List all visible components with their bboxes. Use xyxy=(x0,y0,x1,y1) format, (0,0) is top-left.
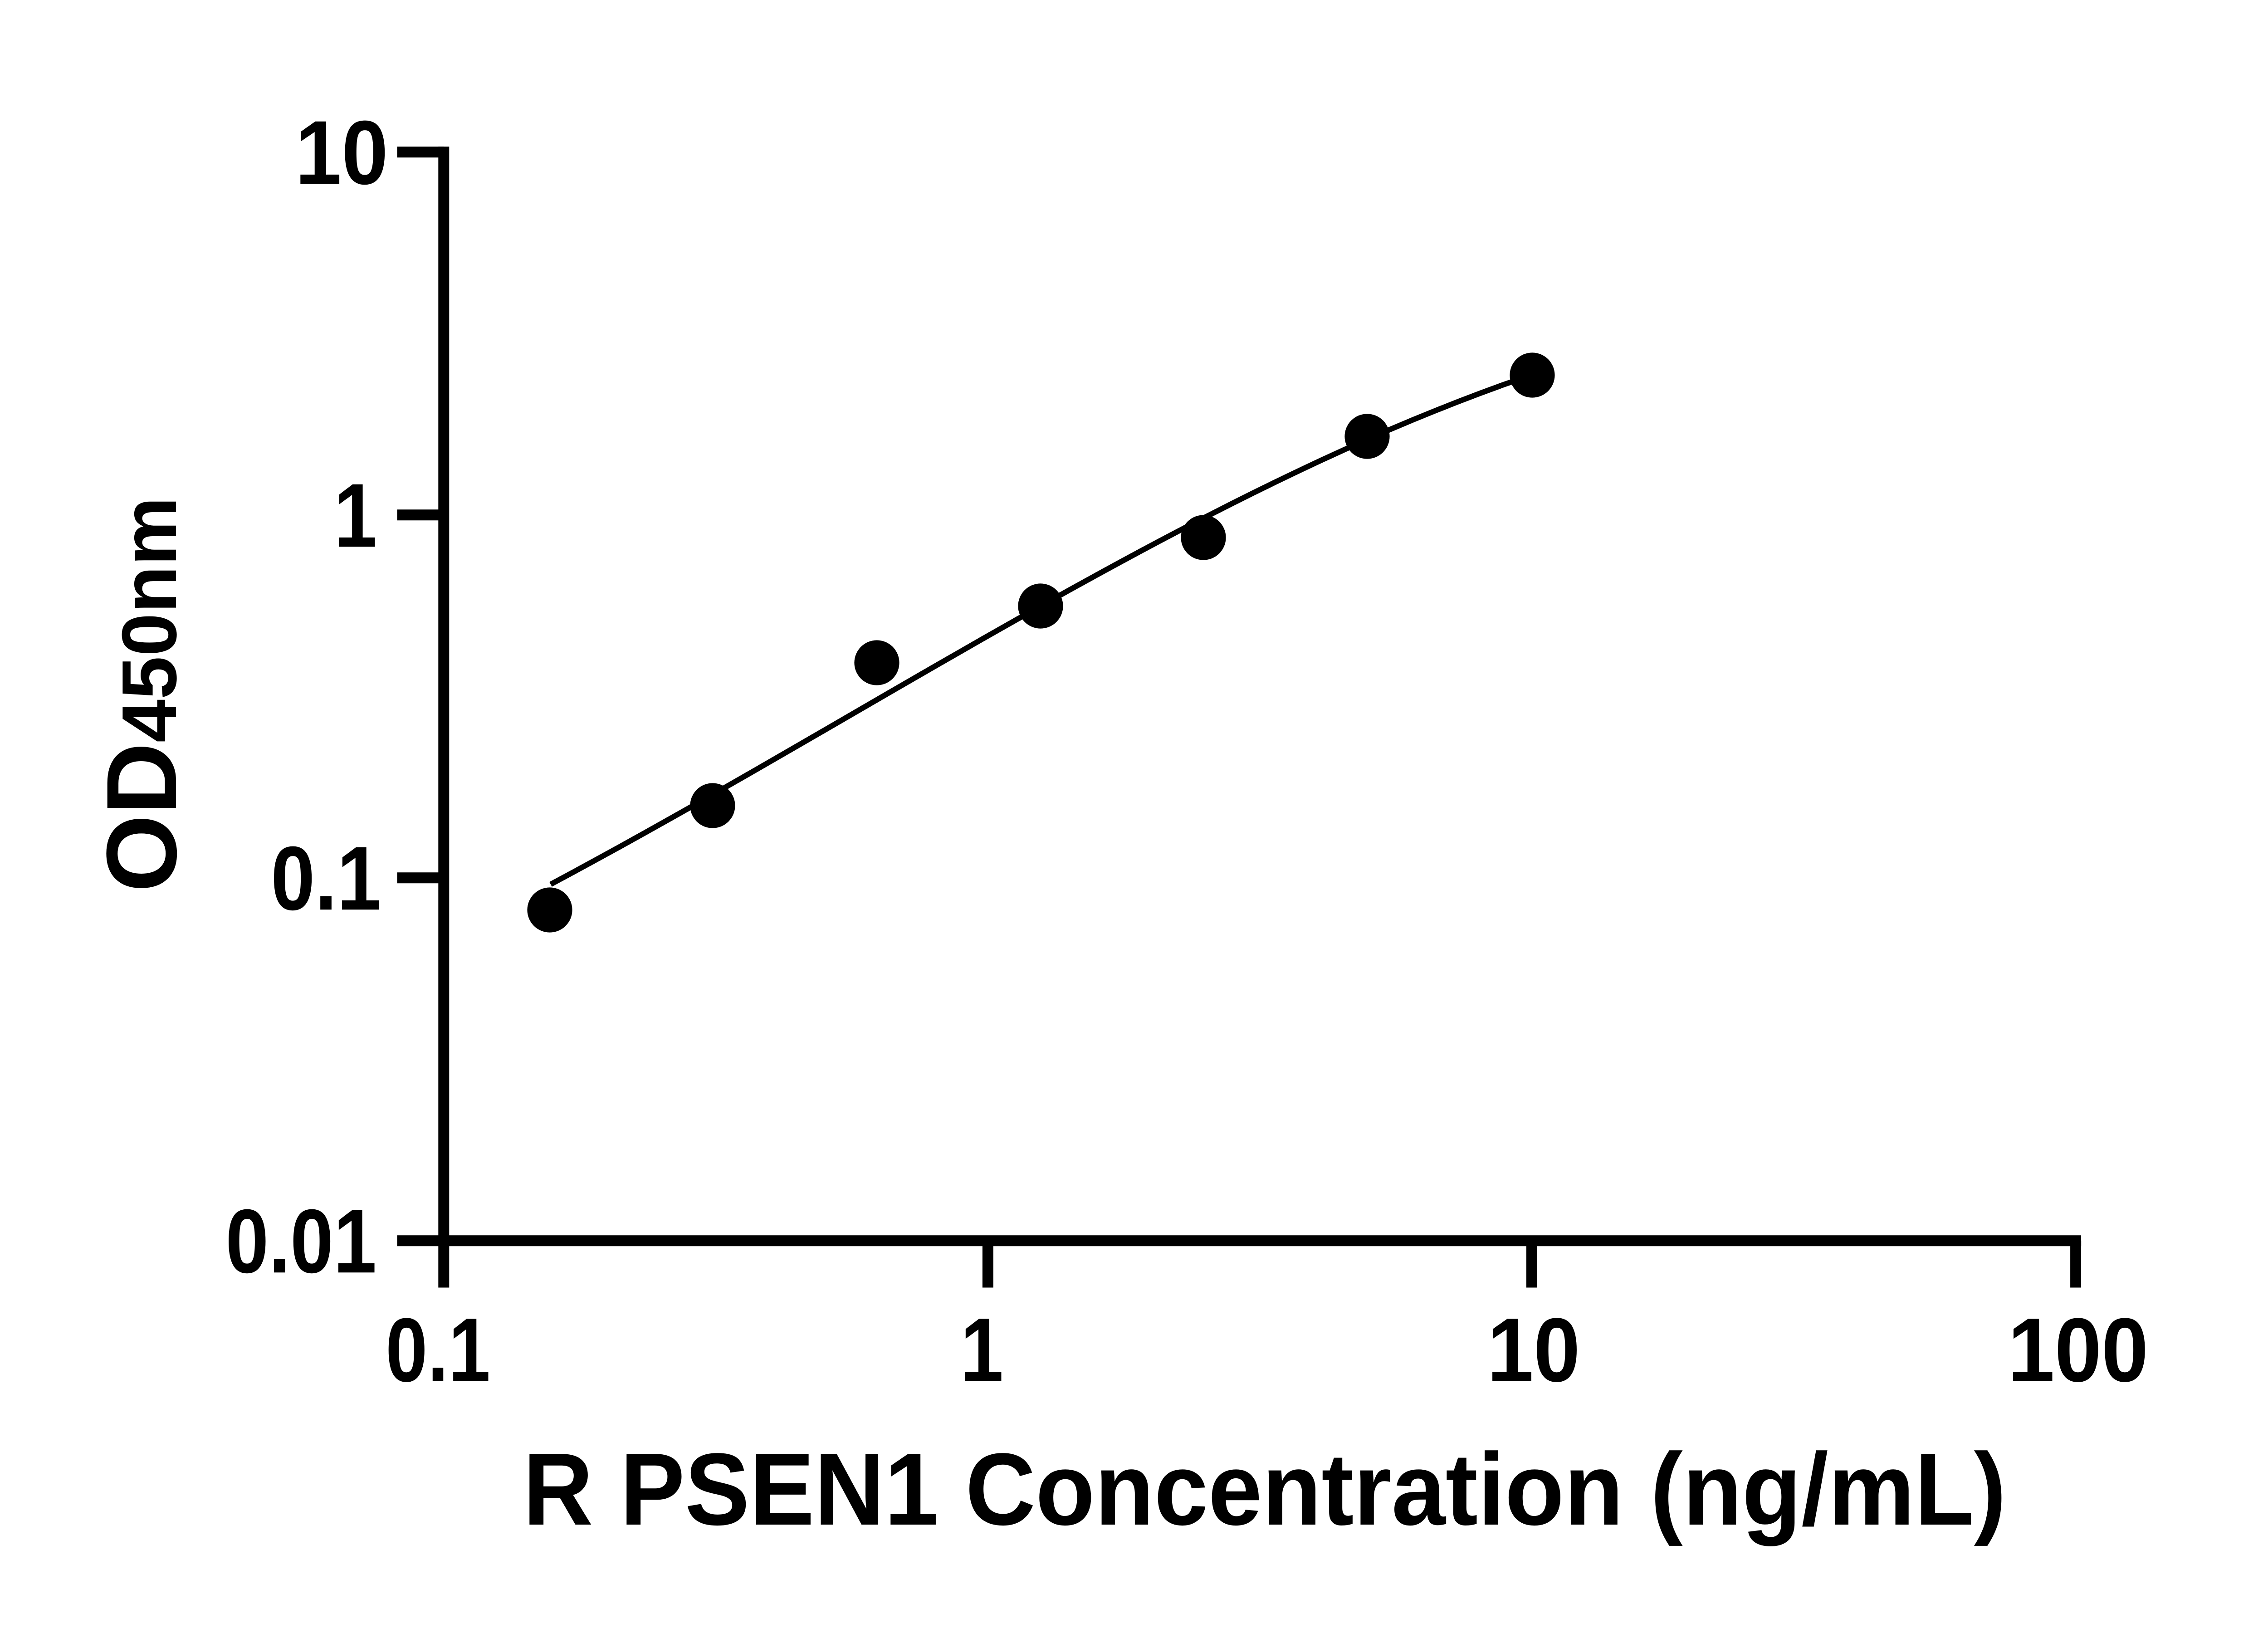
svg-text:0.01: 0.01 xyxy=(225,1191,376,1292)
svg-text:0.1: 0.1 xyxy=(271,828,381,929)
svg-text:100: 100 xyxy=(2008,1300,2148,1401)
svg-text:10: 10 xyxy=(1487,1300,1580,1401)
svg-text:1: 1 xyxy=(334,465,377,566)
svg-text:10: 10 xyxy=(295,102,388,203)
svg-text:R PSEN1 Concentration (ng/mL): R PSEN1 Concentration (ng/mL) xyxy=(523,1432,2006,1546)
svg-text:OD450nm: OD450nm xyxy=(86,497,197,892)
svg-text:0.1: 0.1 xyxy=(386,1300,490,1401)
svg-text:1: 1 xyxy=(960,1300,1003,1401)
